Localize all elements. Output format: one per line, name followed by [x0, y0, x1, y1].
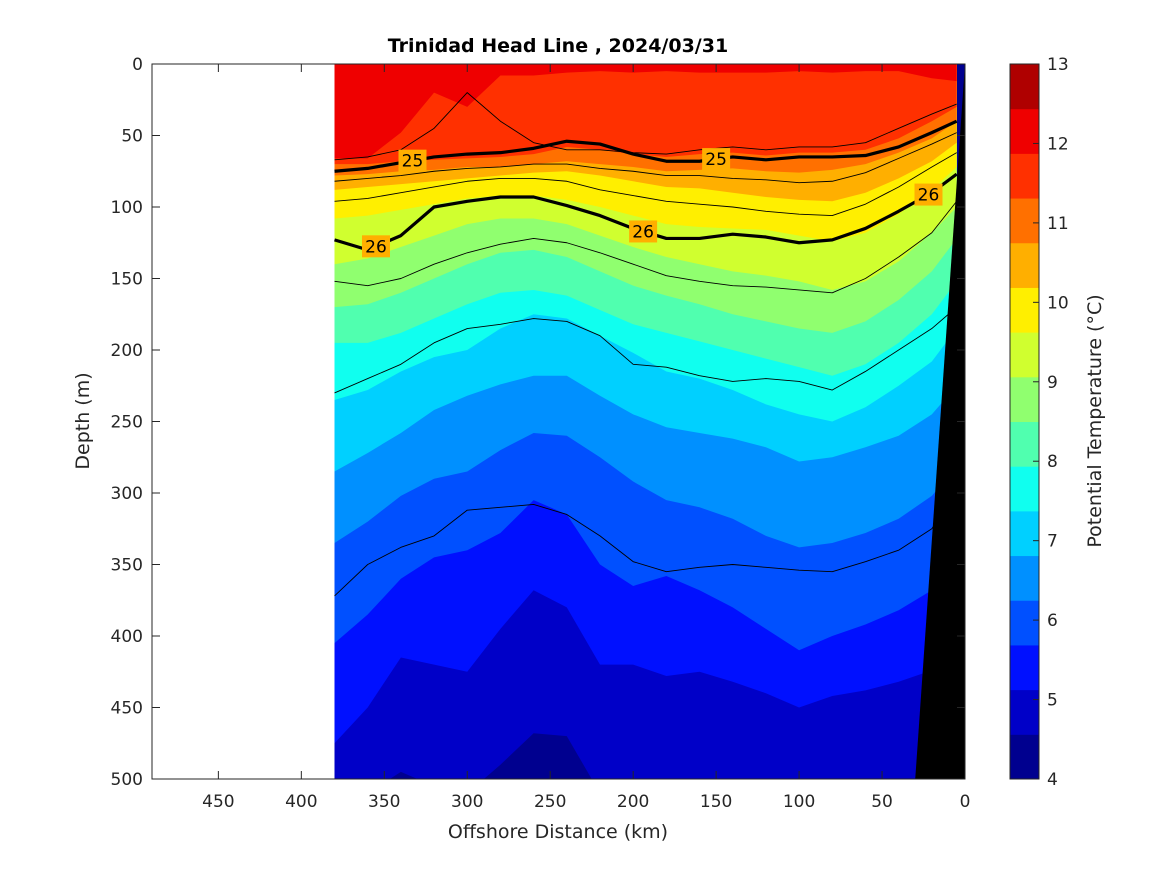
colorbar-swatch	[1010, 689, 1039, 735]
y-tick-label: 300	[111, 484, 143, 504]
colorbar-swatch	[1010, 734, 1039, 780]
colorbar-swatch	[1010, 600, 1039, 646]
contour-label-bg	[398, 149, 427, 172]
contour-label-25-1: 25	[705, 150, 727, 170]
x-tick-label: 100	[783, 792, 815, 812]
x-axis: 450 400 350 300 250 200 150 100 50 0	[202, 64, 970, 812]
band-10.5	[334, 64, 957, 165]
y-tick-label: 400	[111, 627, 143, 647]
thin-contour-3	[334, 201, 958, 294]
x-tick-label: 0	[960, 792, 971, 812]
colorbar-tick-label: 13	[1047, 55, 1069, 75]
colorbar-swatch	[1010, 332, 1039, 378]
x-tick-label: 50	[871, 792, 893, 812]
contour-label-26-2: 26	[918, 186, 940, 206]
thin-contour-5	[334, 492, 958, 597]
thin-contour-lines	[334, 92, 958, 597]
colorbar-tick-label: 8	[1047, 452, 1058, 472]
colorbar-swatch	[1010, 287, 1039, 333]
colorbar-tick-label: 7	[1047, 532, 1058, 552]
x-tick-label: 200	[617, 792, 649, 812]
y-axis: 0 50 100 150 200 250 300 350 400 450 500	[111, 55, 965, 790]
colorbar-swatch	[1010, 644, 1039, 691]
y-tick-label: 250	[111, 413, 143, 433]
y-tick-label: 500	[111, 770, 143, 790]
contour-label-bg	[629, 220, 658, 243]
colorbar-swatch	[1010, 108, 1039, 154]
colorbar-tick-label: 4	[1047, 770, 1058, 790]
contour-label-25-0: 25	[402, 152, 424, 172]
density-contour-25	[334, 119, 958, 173]
colorbar-swatch	[1010, 242, 1039, 288]
y-tick-label: 50	[121, 127, 143, 147]
contour-label-bg	[361, 235, 390, 258]
colorbar-swatch	[1010, 198, 1039, 244]
x-tick-label: 400	[285, 792, 317, 812]
band-11	[334, 64, 957, 159]
x-tick-label: 450	[202, 792, 234, 812]
colorbar-tick-label: 11	[1047, 214, 1069, 234]
colorbar-tick-label: 6	[1047, 611, 1058, 631]
contour-label-26-1: 26	[632, 222, 654, 242]
x-tick-label: 350	[368, 792, 400, 812]
thin-contour-4	[334, 306, 957, 394]
thin-contour-0	[334, 92, 957, 161]
y-tick-label: 200	[111, 341, 143, 361]
colorbar-label: Potential Temperature (°C)	[1084, 294, 1106, 547]
x-tick-label: 300	[451, 792, 483, 812]
y-tick-label: 0	[132, 55, 143, 75]
colorbar-tick-label: 10	[1047, 293, 1069, 313]
y-axis-label: Depth (m)	[72, 372, 94, 469]
x-tick-label: 150	[700, 792, 732, 812]
contour-label-bg	[914, 183, 943, 206]
bathymetry-shape	[915, 64, 965, 779]
colorbar-tick-label: 5	[1047, 691, 1058, 711]
chart-title: Trinidad Head Line , 2024/03/31	[388, 35, 728, 57]
thin-contour-1	[334, 132, 957, 184]
x-axis-label: Offshore Distance (km)	[448, 821, 668, 843]
colorbar-tick-label: 12	[1047, 134, 1069, 154]
colorbar-swatch	[1010, 555, 1039, 601]
temperature-bands	[334, 64, 965, 779]
colorbar-swatch	[1010, 64, 1039, 110]
density-contour-lines: 25 25 26 26 26	[334, 119, 958, 258]
colorbar-swatch	[1010, 421, 1039, 467]
y-tick-label: 150	[111, 270, 143, 290]
bathymetry-wedge	[915, 64, 965, 779]
contour-label-bg	[702, 148, 731, 171]
x-tick-label: 250	[534, 792, 566, 812]
contour-label-26-0: 26	[365, 237, 387, 257]
y-tick-label: 450	[111, 699, 143, 719]
y-tick-label: 350	[111, 556, 143, 576]
colorbar: 4 5 6 7 8 9 10 11 12 13	[1009, 55, 1069, 790]
colorbar-swatch	[1010, 376, 1039, 422]
colorbar-swatch	[1010, 510, 1039, 557]
colorbar-swatch	[1010, 466, 1039, 512]
thin-contour-2	[334, 152, 957, 217]
y-tick-label: 100	[111, 198, 143, 218]
colorbar-swatch	[1010, 153, 1039, 199]
colorbar-frame	[1009, 63, 1040, 780]
colorbar-tick-label: 9	[1047, 373, 1058, 393]
